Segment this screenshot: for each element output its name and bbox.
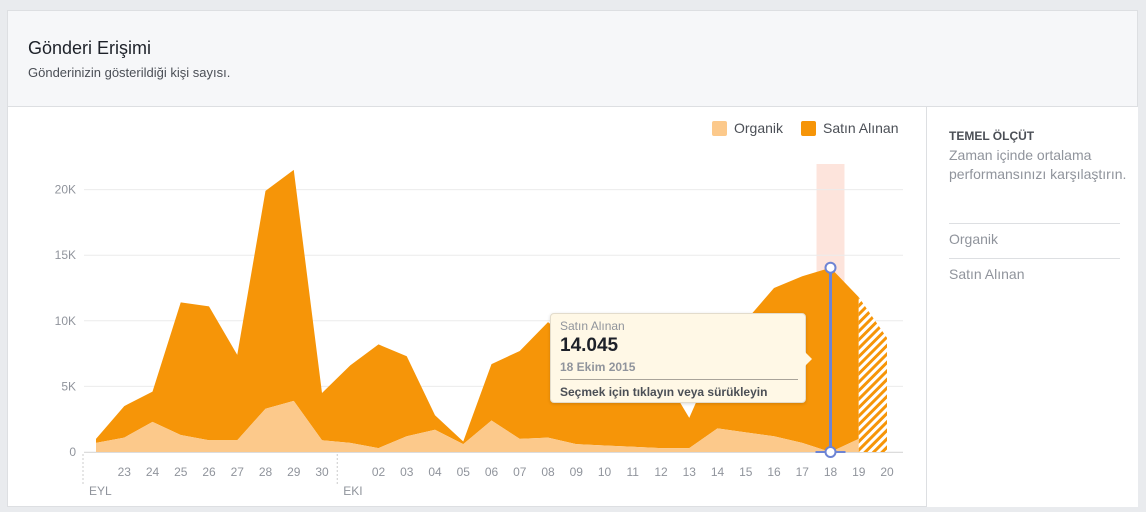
y-tick-label: 0	[69, 445, 76, 459]
x-tick-label: 19	[852, 465, 866, 479]
tooltip-date: 18 Ekim 2015	[560, 360, 636, 374]
divider	[949, 258, 1120, 259]
x-tick-label: 20	[880, 465, 894, 479]
month-label: EYL	[89, 484, 112, 498]
legend-item-paid[interactable]: Satın Alınan	[801, 118, 899, 138]
x-tick-label: 04	[428, 465, 442, 479]
x-tick-label: 23	[118, 465, 132, 479]
tooltip-divider	[560, 379, 798, 380]
divider	[949, 223, 1120, 224]
cursor-handle-bottom	[824, 446, 837, 458]
y-tick-label: 15K	[55, 248, 76, 262]
x-tick-label: 15	[739, 465, 753, 479]
baseline-option-organic[interactable]: Organik	[949, 231, 999, 247]
baseline-title: TEMEL ÖLÇÜT	[949, 129, 1035, 143]
tooltip-value: 14.045	[560, 335, 619, 356]
x-tick-label: 02	[372, 465, 386, 479]
legend-label-organic: Organik	[734, 120, 784, 136]
legend-swatch-paid	[801, 120, 816, 136]
chart-tooltip: Satın Alınan 14.045 18 Ekim 2015 Seçmek …	[550, 313, 812, 403]
x-tick-label: 10	[598, 465, 612, 479]
x-tick-label: 09	[570, 465, 584, 479]
tooltip-hint: Seçmek için tıklayın veya sürükleyin	[560, 385, 768, 399]
x-tick-label: 17	[796, 465, 810, 479]
x-tick-label: 05	[457, 465, 471, 479]
x-tick-label: 08	[541, 465, 555, 479]
x-tick-label: 14	[711, 465, 725, 479]
cursor-handle-top	[824, 261, 837, 274]
x-tick-label: 07	[513, 465, 527, 479]
y-tick-label: 20K	[55, 183, 76, 197]
month-label: EKI	[343, 484, 362, 498]
legend-item-organic[interactable]: Organik	[712, 118, 783, 138]
x-tick-label: 06	[485, 465, 499, 479]
series-area-organic	[96, 400, 859, 452]
baseline-panel: TEMEL ÖLÇÜT Zaman içinde ortalama perfor…	[926, 107, 1138, 507]
x-tick-label: 28	[259, 465, 273, 479]
post-reach-card: Gönderi Erişimi Gönderinizin gösterildiğ…	[7, 10, 1138, 507]
y-tick-label: 10K	[55, 314, 76, 328]
y-tick-label: 5K	[61, 379, 76, 393]
x-tick-label: 25	[174, 465, 188, 479]
x-tick-label: 27	[231, 465, 245, 479]
x-tick-label: 11	[627, 465, 640, 479]
legend-label-paid: Satın Alınan	[823, 120, 899, 136]
x-tick-label: 29	[287, 465, 301, 479]
baseline-description: Zaman içinde ortalama performansınızı ka…	[949, 147, 1127, 182]
x-tick-label: 26	[202, 465, 216, 479]
legend-swatch-organic	[712, 120, 727, 136]
x-tick-label: 12	[654, 465, 668, 479]
page-subtitle: Gönderinizin gösterildiği kişi sayısı.	[28, 65, 231, 80]
x-tick-label: 13	[683, 465, 697, 479]
x-tick-label: 16	[767, 465, 781, 479]
x-tick-label: 30	[315, 465, 329, 479]
x-tick-label: 18	[824, 465, 838, 479]
x-tick-label: 03	[400, 465, 414, 479]
partial-day-area	[858, 297, 887, 452]
card-header: Gönderi Erişimi Gönderinizin gösterildiğ…	[8, 11, 1137, 107]
page-title: Gönderi Erişimi	[28, 38, 152, 58]
series-area-paid	[96, 169, 859, 453]
tooltip-series: Satın Alınan	[560, 319, 625, 333]
baseline-option-paid[interactable]: Satın Alınan	[949, 266, 1025, 282]
x-tick-label: 24	[146, 465, 160, 479]
